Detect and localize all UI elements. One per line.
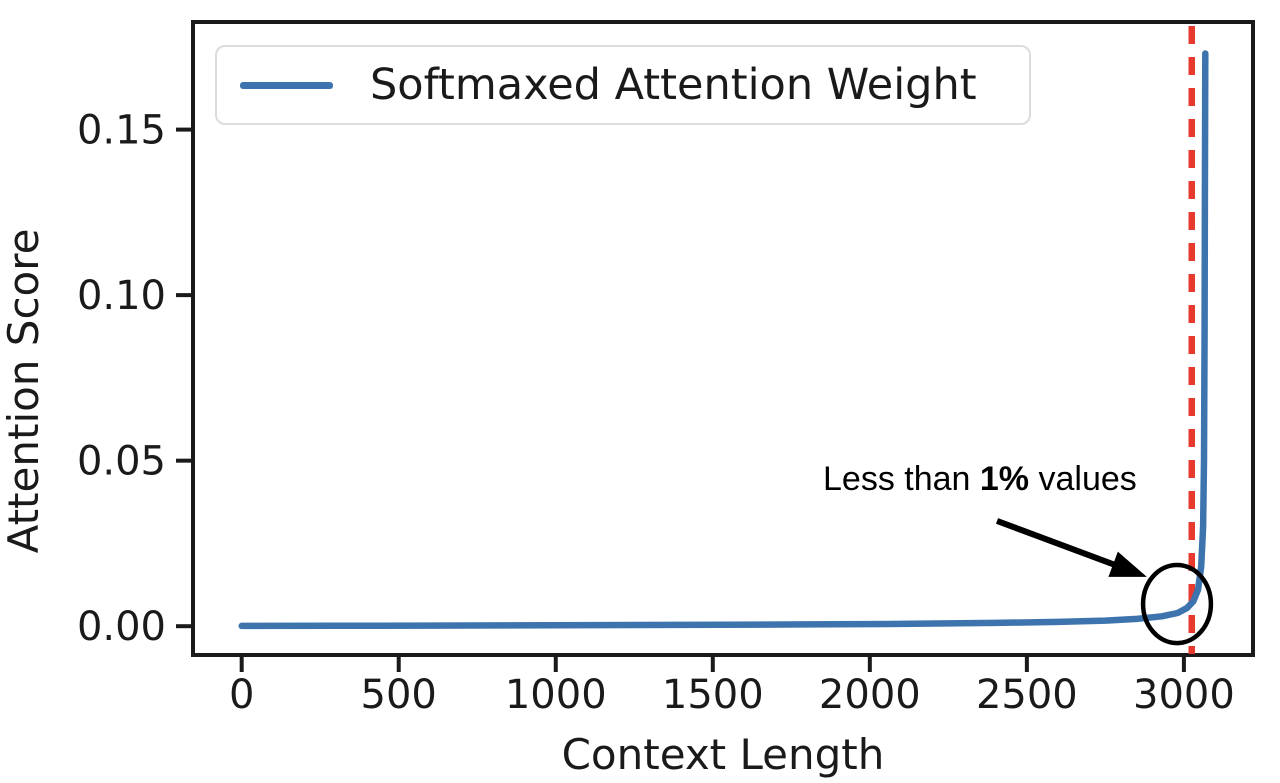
annotation-text-part1: Less than — [823, 460, 980, 498]
x-axis-label: Context Length — [562, 730, 885, 779]
x-tick-label: 0 — [229, 672, 254, 718]
annotation-text: Less than 1% values — [823, 460, 1137, 498]
elbow-highlight-circle — [1140, 562, 1214, 646]
x-axis-ticks: 0 500 1000 1500 2000 2500 3000 — [229, 657, 1235, 718]
x-tick-label: 1000 — [505, 672, 607, 718]
x-tick-label: 2500 — [976, 672, 1078, 718]
annotation-arrow — [995, 518, 1130, 573]
y-tick-label: 0.05 — [77, 439, 166, 485]
x-tick-label: 2000 — [819, 672, 921, 718]
legend-label: Softmaxed Attention Weight — [370, 59, 977, 110]
legend: Softmaxed Attention Weight — [215, 45, 1031, 125]
legend-line-swatch — [240, 81, 333, 89]
y-tick-label: 0.10 — [77, 273, 166, 319]
x-tick-label: 500 — [361, 672, 437, 718]
y-axis-label: Attention Score — [0, 229, 48, 554]
plot-border — [191, 20, 1255, 657]
y-tick-label: 0.15 — [77, 108, 166, 154]
x-tick-label: 3000 — [1133, 672, 1235, 718]
y-axis-ticks: 0.00 0.05 0.10 0.15 — [77, 108, 191, 650]
attention-curve — [238, 50, 1209, 630]
x-tick-label: 1500 — [662, 672, 764, 718]
annotation-text-part2: 1% — [979, 460, 1030, 498]
annotation-arrowhead-icon — [1108, 551, 1147, 577]
plot-layer — [238, 26, 1214, 654]
annotation-text-part3: values — [1029, 460, 1137, 498]
y-tick-label: 0.00 — [77, 604, 166, 650]
